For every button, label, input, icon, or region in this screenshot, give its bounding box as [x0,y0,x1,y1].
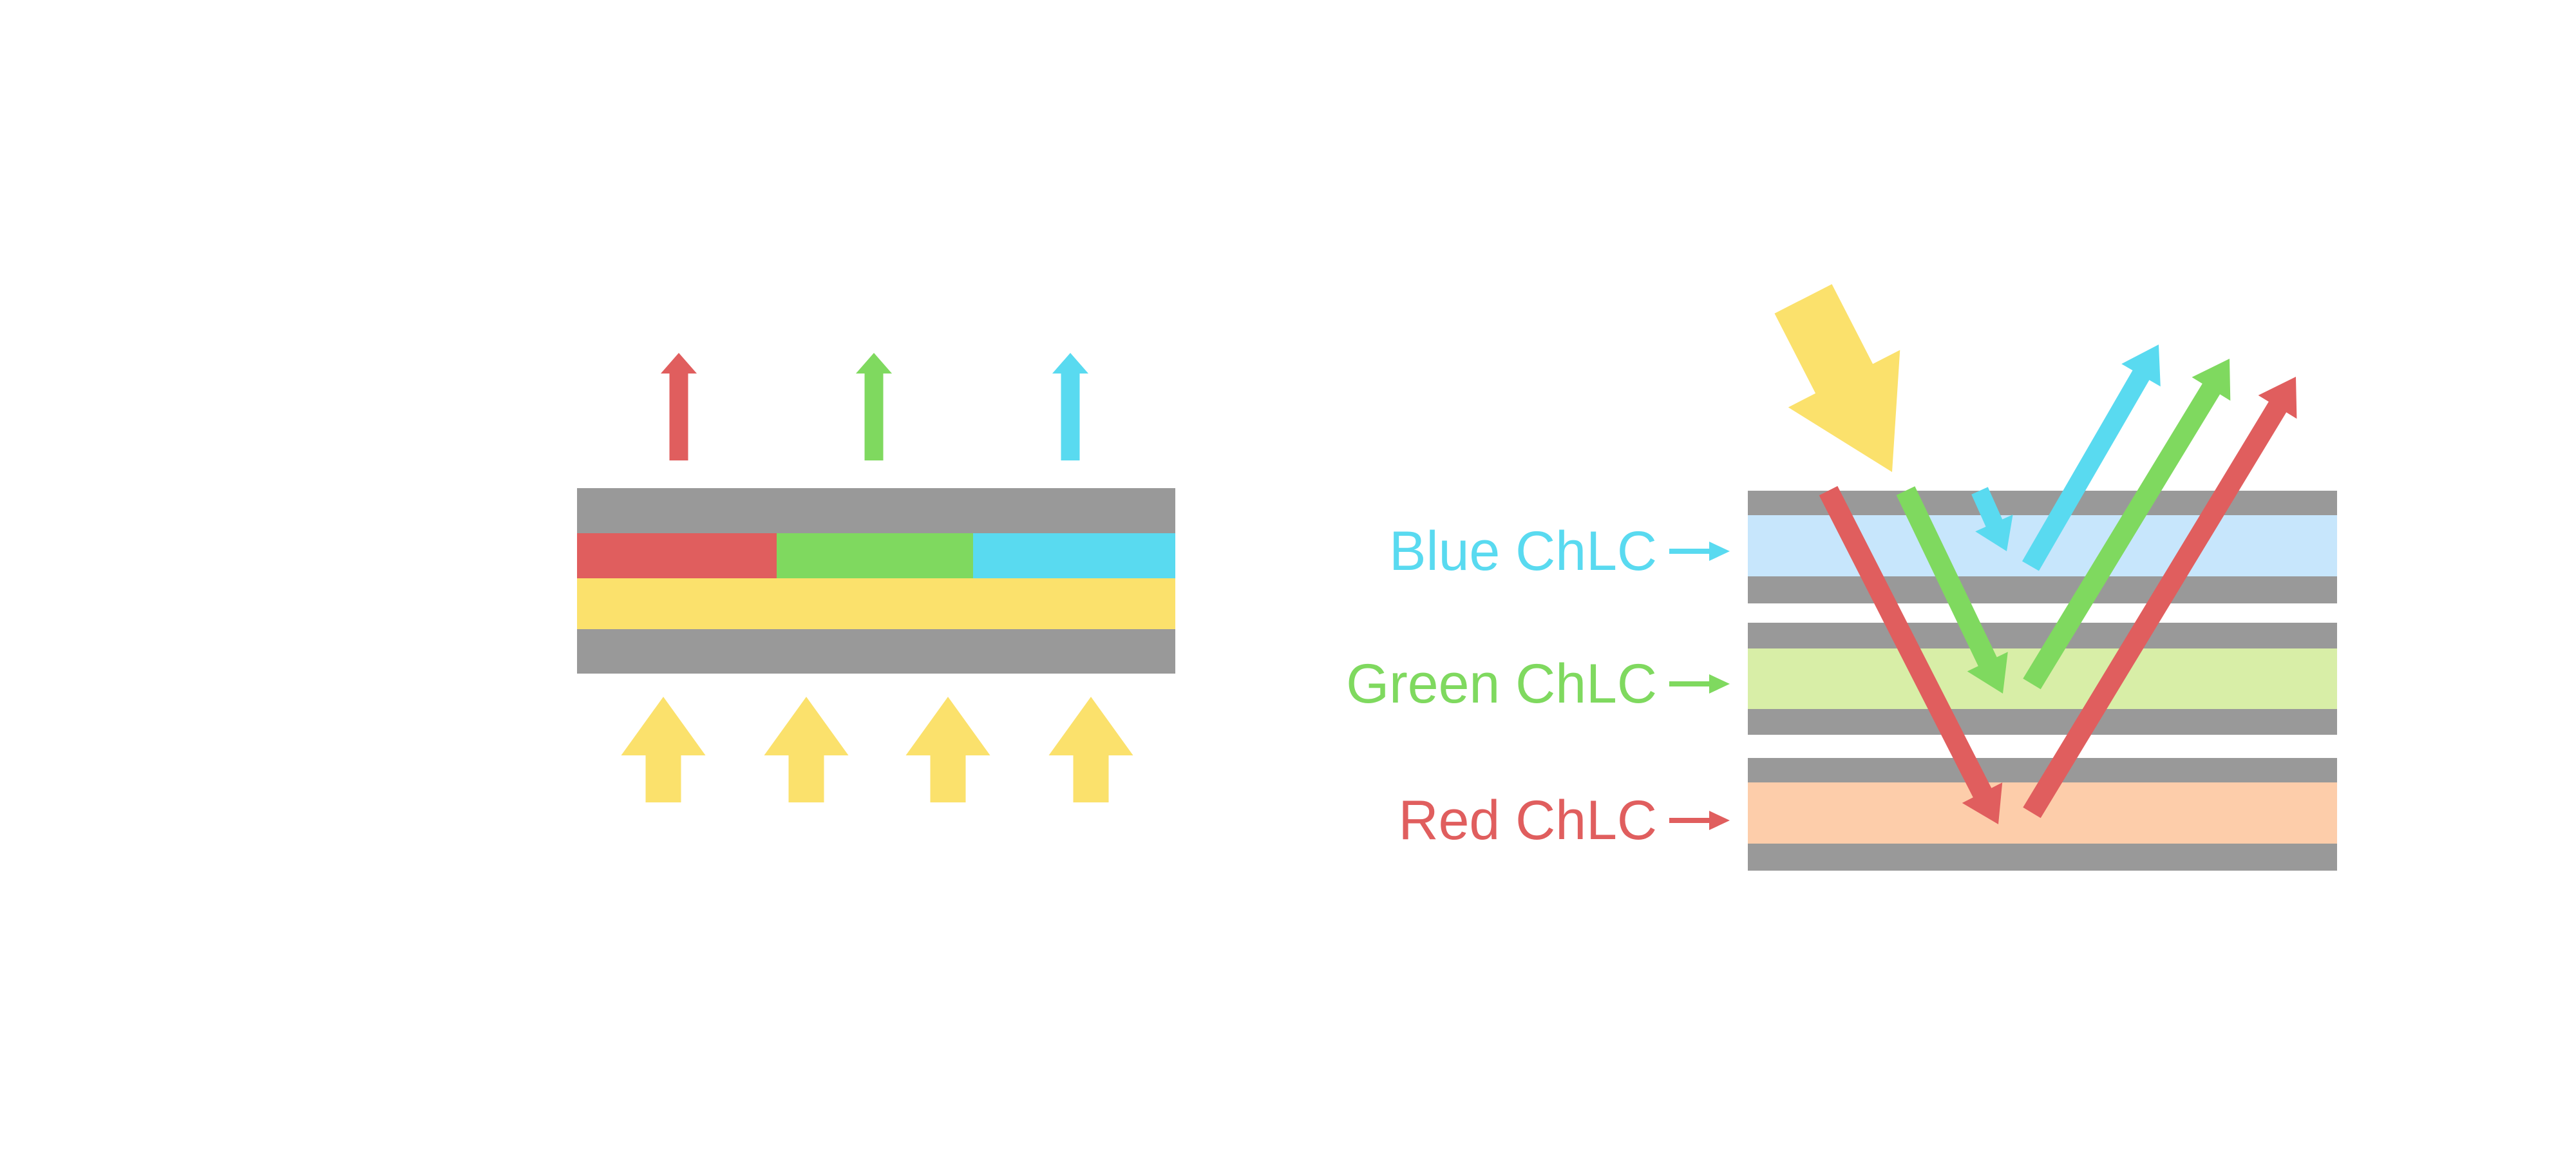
blue-label-pointer-arrow [1669,542,1730,561]
green-label-pointer-arrow [1669,674,1730,694]
green-subpixel-layer [777,533,973,578]
left-emitted-rays [661,353,1088,460]
substrate-bar-3 [1748,623,2337,648]
left-diagram [577,353,1175,802]
red-label-pointer-arrow [1669,811,1730,830]
right-light-rays [1774,284,2297,824]
substrate-bar-4 [1748,709,2337,735]
red-emitted-ray [661,353,697,460]
cyan-subpixel-layer [973,533,1175,578]
substrate-bar-6 [1748,844,2337,871]
backlight-ray-4 [1048,697,1133,802]
bottom-substrate-bar [577,629,1175,674]
right-diagram: Blue ChLC Green ChLC Red ChLC [1346,284,2337,871]
substrate-bar-2 [1748,576,2337,603]
cyan-emitted-ray [1052,353,1088,460]
green-emitted-ray [856,353,892,460]
red-subpixel-layer [577,533,777,578]
green-chlc-label: Green ChLC [1346,653,1657,715]
green-ray-reflected [2023,359,2231,690]
backlight-ray-1 [621,697,706,802]
cyan-ray-down [1971,487,2013,551]
incident-light-ray [1774,284,1900,472]
left-backlight-rays [621,697,1133,802]
green-ray-down [1896,486,2008,694]
left-stack-layers [577,488,1175,674]
backlight-layer [577,578,1175,629]
red-ray-reflected [2023,377,2297,818]
red-chlc-label: Red ChLC [1398,790,1657,851]
backlight-ray-3 [905,697,990,802]
blue-chlc-label: Blue ChLC [1389,520,1657,582]
right-layer-labels: Blue ChLC Green ChLC Red ChLC [1346,520,1730,851]
top-substrate-bar [577,488,1175,533]
red-ray-down [1819,486,2003,824]
cyan-ray-reflected [2022,345,2161,571]
backlight-ray-2 [764,697,849,802]
